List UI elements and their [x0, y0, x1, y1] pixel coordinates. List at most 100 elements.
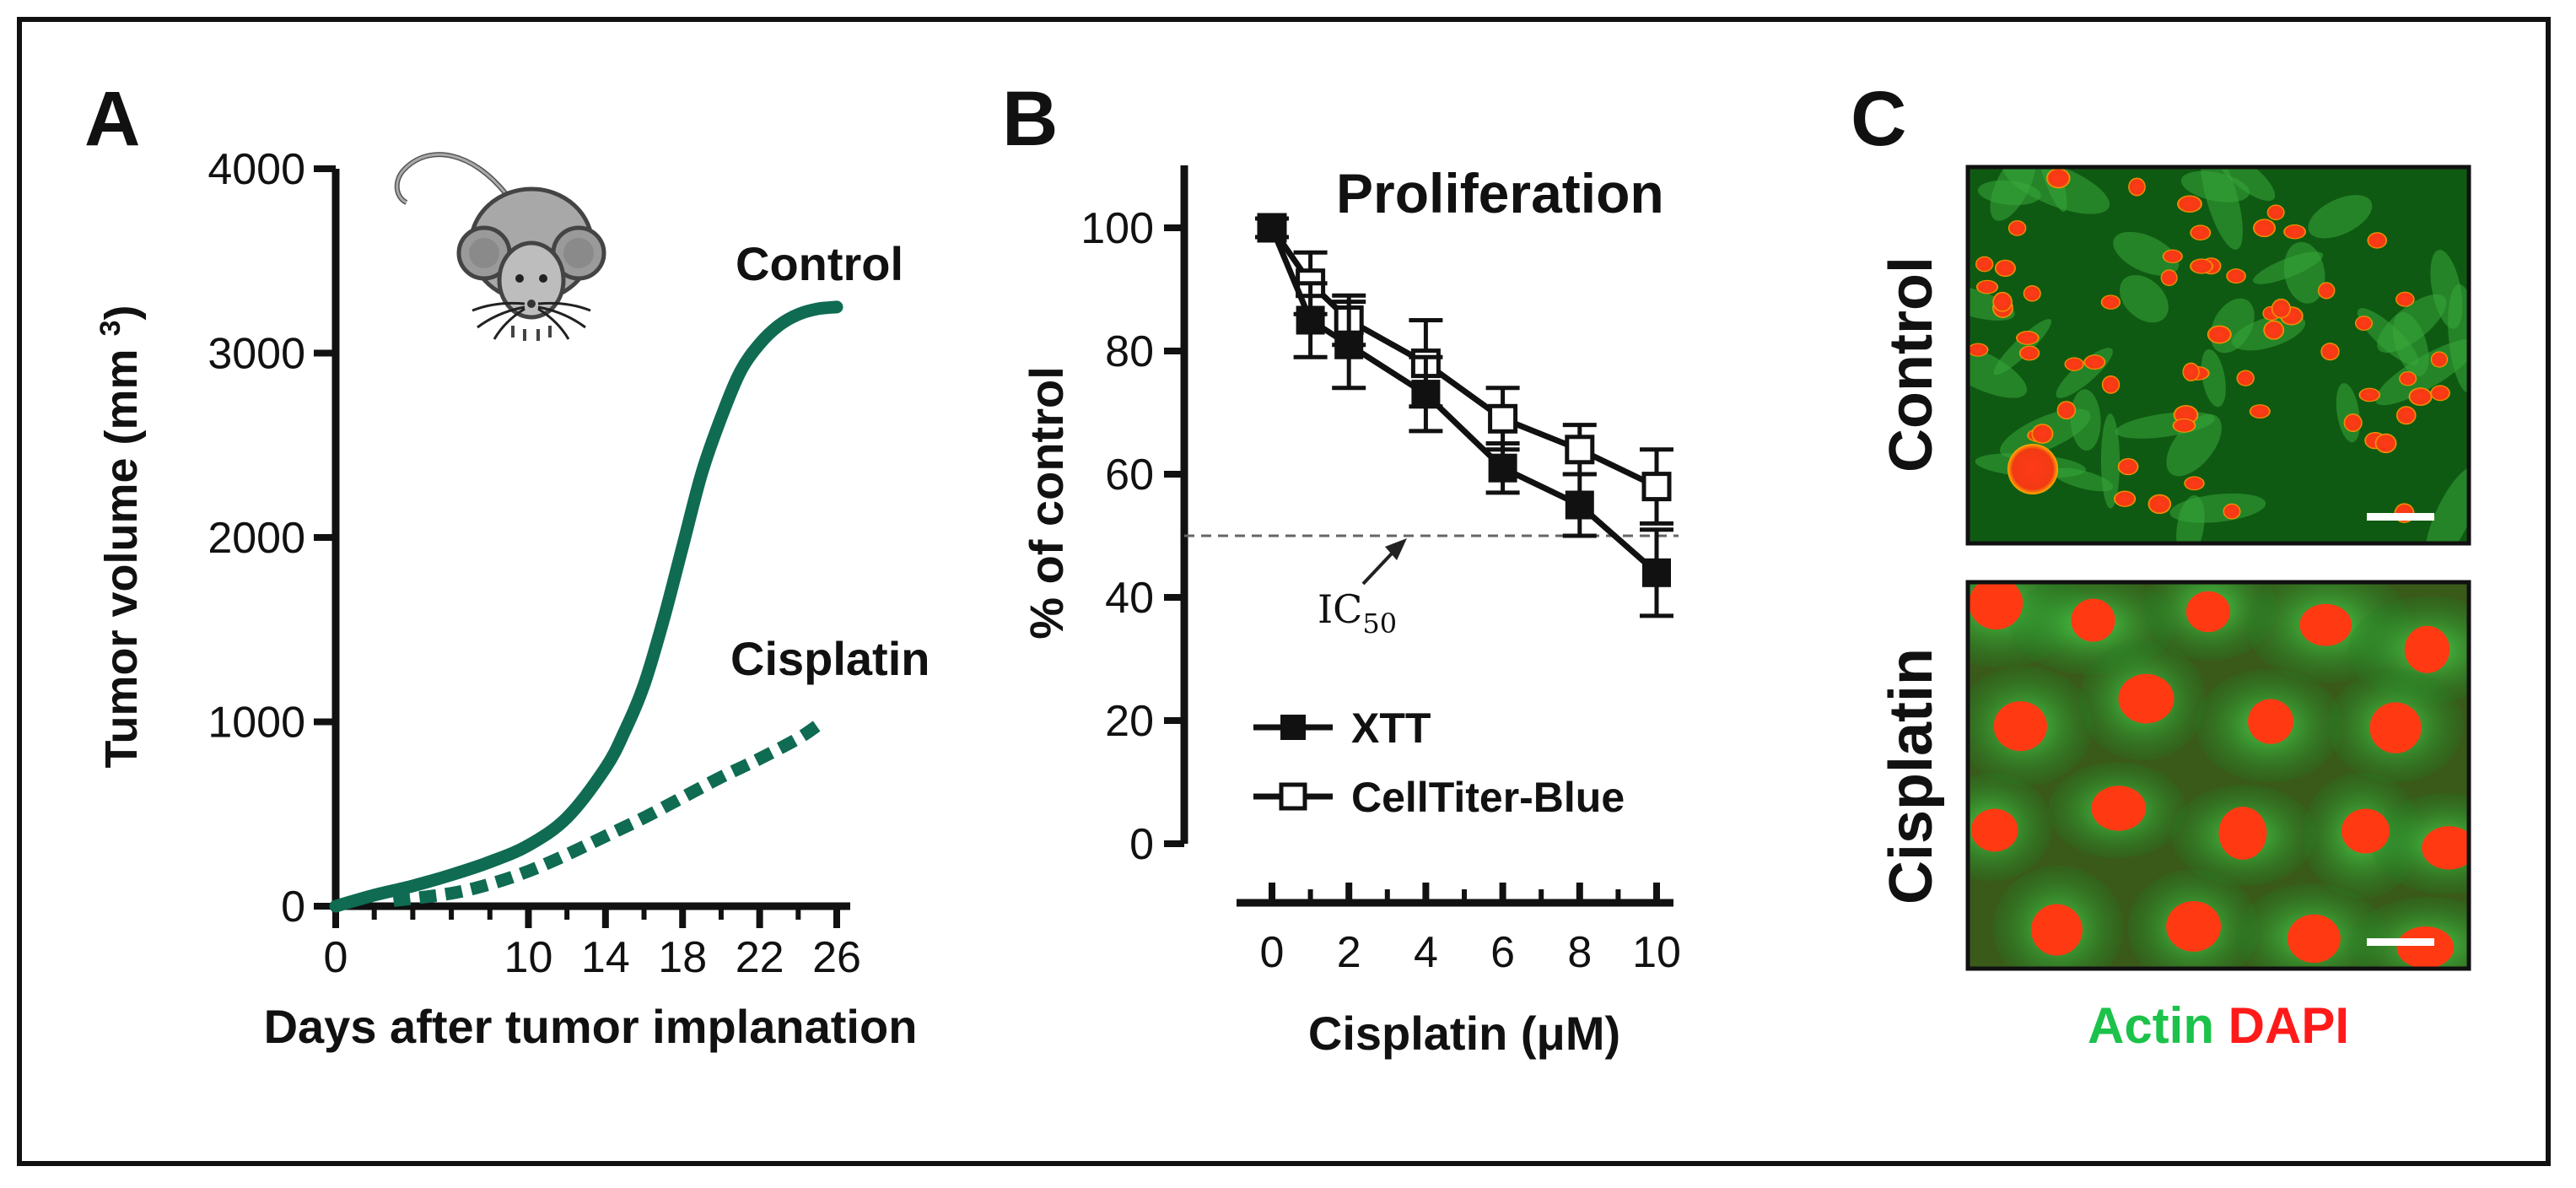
x-tick-label-4: 22	[736, 933, 784, 982]
actin-fiber	[2113, 231, 2180, 276]
nucleus	[2343, 413, 2363, 432]
dapi-label: DAPI	[2228, 997, 2349, 1054]
control-micrograph	[1965, 165, 2471, 546]
nucleus	[1992, 291, 2013, 312]
ctb-point	[1641, 472, 1672, 502]
xtt-point	[1296, 305, 1325, 335]
actin-fiber	[2166, 413, 2222, 477]
nucleus	[2263, 320, 2284, 340]
nucleus	[2367, 232, 2387, 249]
control-series-label: Control	[736, 237, 903, 290]
stain-legend: Actin DAPI	[2088, 997, 2349, 1054]
nucleus	[2016, 331, 2040, 345]
nucleus	[2248, 699, 2294, 744]
nucleus	[2218, 807, 2267, 860]
control-curve	[329, 300, 843, 913]
actin-fiber	[2052, 467, 2114, 492]
nucleus	[2341, 808, 2390, 854]
xtt-point	[1488, 453, 1517, 483]
control-row-label: Control	[1878, 256, 1945, 472]
cisplatin-micrograph	[1965, 580, 2471, 971]
cisplatin-series-label: Cisplatin	[730, 632, 930, 685]
nucleus	[2226, 268, 2246, 284]
b-x-tick-label-2: 4	[1414, 928, 1438, 977]
mouse-icon	[394, 152, 606, 341]
figure-border	[17, 17, 2551, 1166]
nucleus	[2056, 401, 2076, 420]
legend-xtt-marker	[1280, 715, 1306, 740]
x-tick-label-1: 10	[504, 933, 553, 982]
nucleus	[2162, 249, 2183, 263]
nucleus	[2083, 354, 2106, 370]
nucleus	[1969, 582, 2024, 630]
panel-b-y-ticks: 0 20 40 60 80 100	[1081, 204, 1184, 869]
y-tick-label-4: 4000	[207, 145, 305, 194]
nucleus	[2271, 298, 2291, 319]
legend-ctb-label: CellTiter-Blue	[1351, 774, 1625, 821]
nucleus	[2046, 168, 2071, 189]
nucleus	[2299, 603, 2352, 646]
nucleus	[2166, 900, 2222, 952]
nucleus	[2007, 220, 2027, 236]
actin-fiber	[2374, 339, 2469, 406]
xtt-point	[1565, 490, 1594, 520]
nucleus	[2374, 433, 2397, 454]
nucleus	[1975, 256, 1994, 273]
nucleus	[2207, 325, 2232, 344]
panel-a-label: A	[84, 76, 140, 162]
y-tick-label-3: 3000	[207, 330, 305, 379]
xtt-point	[1411, 380, 1441, 409]
nucleus	[2071, 598, 2115, 642]
nucleus	[2190, 224, 2212, 240]
nucleus	[2091, 786, 2147, 831]
actin-fiber	[1968, 284, 2015, 321]
nucleus	[2100, 294, 2121, 310]
nucleus	[2404, 625, 2450, 673]
nucleus	[2190, 258, 2213, 274]
xtt-point	[1642, 558, 1671, 587]
nucleus	[1968, 343, 1989, 357]
nucleus	[2396, 926, 2455, 969]
panel-a-x-axis-label: Days after tumor implanation	[264, 1000, 918, 1053]
x-tick-label-5: 26	[812, 933, 861, 982]
legend-ctb-marker	[1279, 782, 1307, 811]
xtt-point	[1334, 330, 1364, 359]
b-y-tick-label-1: 20	[1105, 697, 1154, 746]
legend: XTT CellTiter-Blue	[1253, 705, 1625, 821]
panel-b-plot	[1255, 213, 1673, 618]
nucleus	[2358, 387, 2380, 402]
nucleus	[2430, 385, 2450, 402]
control-scale-bar	[2367, 513, 2434, 521]
nucleus	[2114, 490, 2137, 507]
b-x-tick-label-3: 6	[1490, 928, 1515, 977]
actin-fiber	[2308, 195, 2373, 239]
nucleus-cluster	[2007, 444, 2058, 494]
cisplatin-scale-bar	[2367, 938, 2434, 946]
panel-b: B Proliferation 0 20 40 60 80 100 0 2 4 6 8 10 IC5…	[1002, 76, 1681, 1060]
b-y-tick-label-5: 100	[1081, 204, 1154, 253]
actin-fiber	[1968, 340, 2028, 398]
nucleus	[1970, 808, 2018, 852]
nucleus	[2023, 285, 2041, 302]
actin-fiber	[1977, 180, 2041, 206]
actin-fiber	[2120, 274, 2169, 323]
arrow-icon	[1361, 538, 1407, 586]
y-tick-label-2: 2000	[207, 514, 305, 563]
panel-b-label: B	[1002, 76, 1058, 162]
actin-fiber	[2216, 167, 2276, 202]
actin-fiber	[2180, 170, 2250, 202]
nucleus	[2031, 424, 2054, 444]
cisplatin-row-label: Cisplatin	[1878, 648, 1945, 904]
b-x-tick-label-1: 2	[1337, 928, 1361, 977]
y-tick-label-1: 1000	[207, 699, 305, 748]
nucleus	[2128, 177, 2146, 197]
nucleus	[2236, 370, 2255, 386]
nucleus	[2160, 269, 2178, 287]
nucleus	[2018, 345, 2040, 361]
b-y-tick-label-2: 40	[1105, 574, 1154, 623]
xtt-line	[1269, 226, 1659, 575]
x-tick-label-0: 0	[324, 933, 348, 982]
nucleus	[1975, 279, 1999, 294]
nucleus	[2118, 673, 2175, 724]
